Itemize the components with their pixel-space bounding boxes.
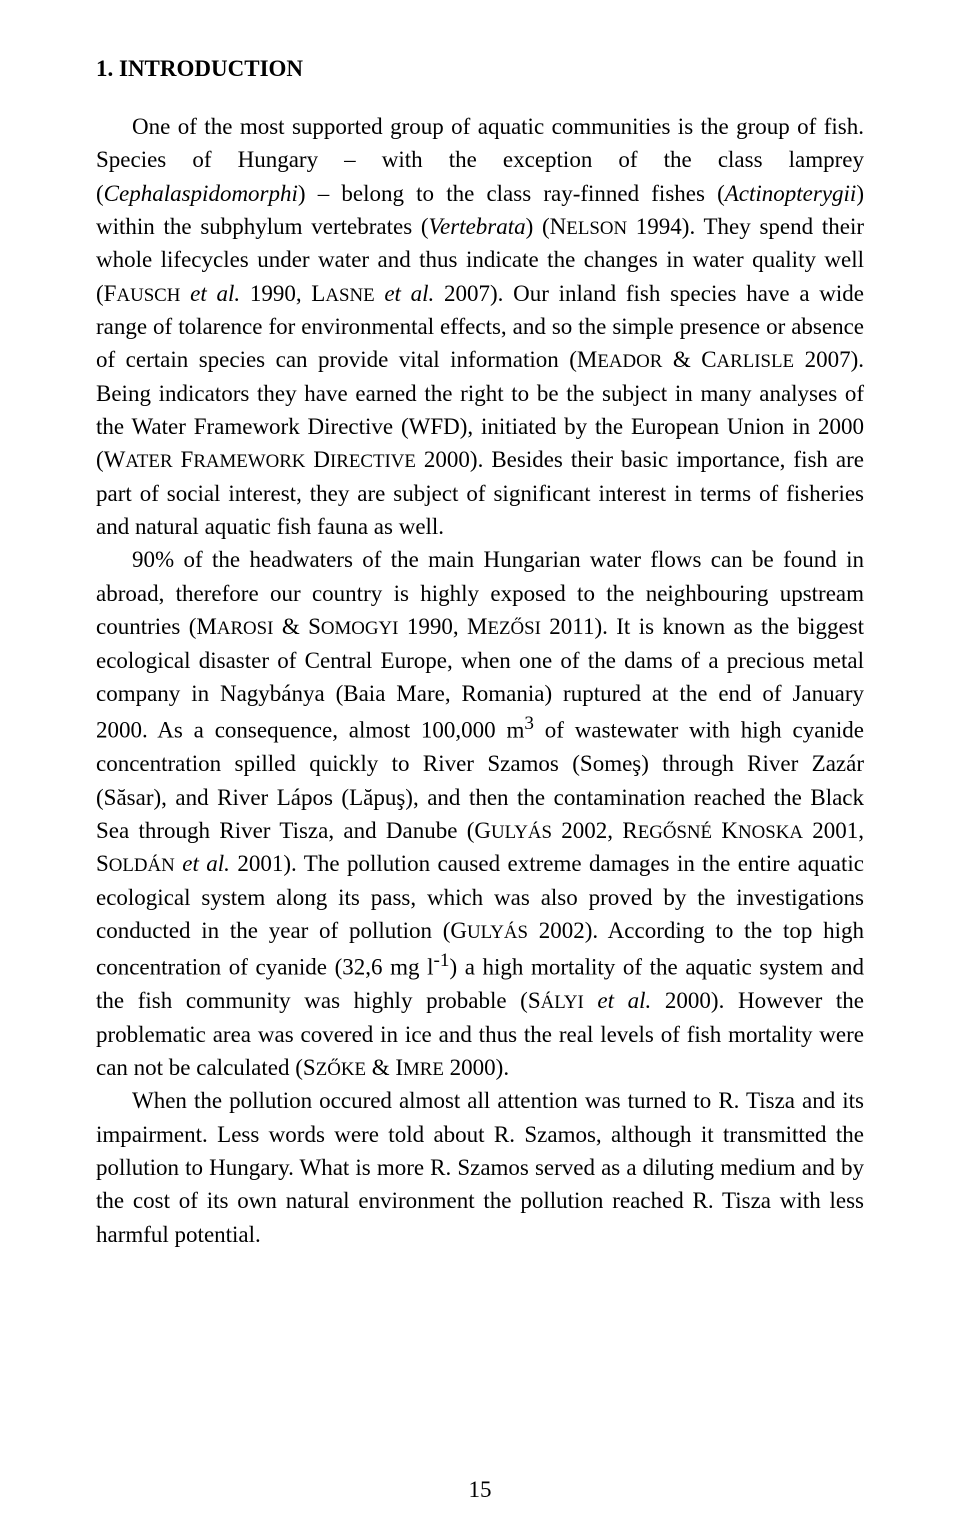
et-al: et al. (182, 851, 230, 876)
author-smallcaps: RAMEWORK (193, 451, 305, 472)
author-smallcaps: EGŐSNÉ (638, 822, 712, 843)
author-smallcaps: NOSKA (738, 822, 803, 843)
body-text: One of the most supported group of aquat… (96, 110, 864, 1251)
author-smallcaps: OLDÁN (109, 855, 175, 876)
section-heading: 1. INTRODUCTION (96, 56, 864, 82)
text (584, 988, 598, 1013)
author-smallcaps: ATER (125, 451, 172, 472)
author-smallcaps: ASNE (325, 285, 374, 306)
superscript: -1 (433, 950, 449, 971)
text: 2000). (444, 1055, 509, 1080)
text: K (712, 818, 738, 843)
text (375, 281, 385, 306)
author-smallcaps: ULYÁS (491, 822, 552, 843)
taxon-name: Vertebrata (429, 214, 526, 239)
author-smallcaps: AROSI (217, 618, 274, 639)
text (180, 281, 190, 306)
text: & C (662, 347, 716, 372)
paragraph-1: One of the most supported group of aquat… (96, 110, 864, 543)
text: D (305, 447, 330, 472)
text: & S (273, 614, 321, 639)
author-smallcaps: ULYÁS (467, 922, 528, 943)
et-al: et al. (190, 281, 240, 306)
et-al: et al. (597, 988, 651, 1013)
text: 1990, M (398, 614, 487, 639)
author-smallcaps: IRECTIVE (330, 451, 416, 472)
author-smallcaps: ÁLYI (541, 992, 584, 1013)
taxon-name: Cephalaspidomorphi (104, 181, 298, 206)
text: ) (N (526, 214, 567, 239)
author-smallcaps: EADOR (597, 351, 662, 372)
text: 1990, L (240, 281, 325, 306)
text: 2002, R (552, 818, 638, 843)
text: When the pollution occured almost all at… (96, 1088, 864, 1246)
text: ) – belong to the class ray-finned fishe… (298, 181, 725, 206)
taxon-name: Actinopterygii (725, 181, 857, 206)
superscript: 3 (524, 713, 534, 734)
author-smallcaps: ELSON (566, 218, 627, 239)
author-smallcaps: ARLISLE (717, 351, 795, 372)
page-number: 15 (0, 1477, 960, 1503)
author-smallcaps: MRE (403, 1059, 444, 1080)
author-smallcaps: OMOGYI (321, 618, 399, 639)
paragraph-3: When the pollution occured almost all at… (96, 1084, 864, 1251)
text: F (173, 447, 194, 472)
text: & I (366, 1055, 403, 1080)
et-al: et al. (384, 281, 434, 306)
author-smallcaps: AUSCH (116, 285, 180, 306)
author-smallcaps: ZŐKE (316, 1059, 366, 1080)
paragraph-2: 90% of the headwaters of the main Hungar… (96, 543, 864, 1084)
author-smallcaps: EZŐSI (487, 618, 540, 639)
